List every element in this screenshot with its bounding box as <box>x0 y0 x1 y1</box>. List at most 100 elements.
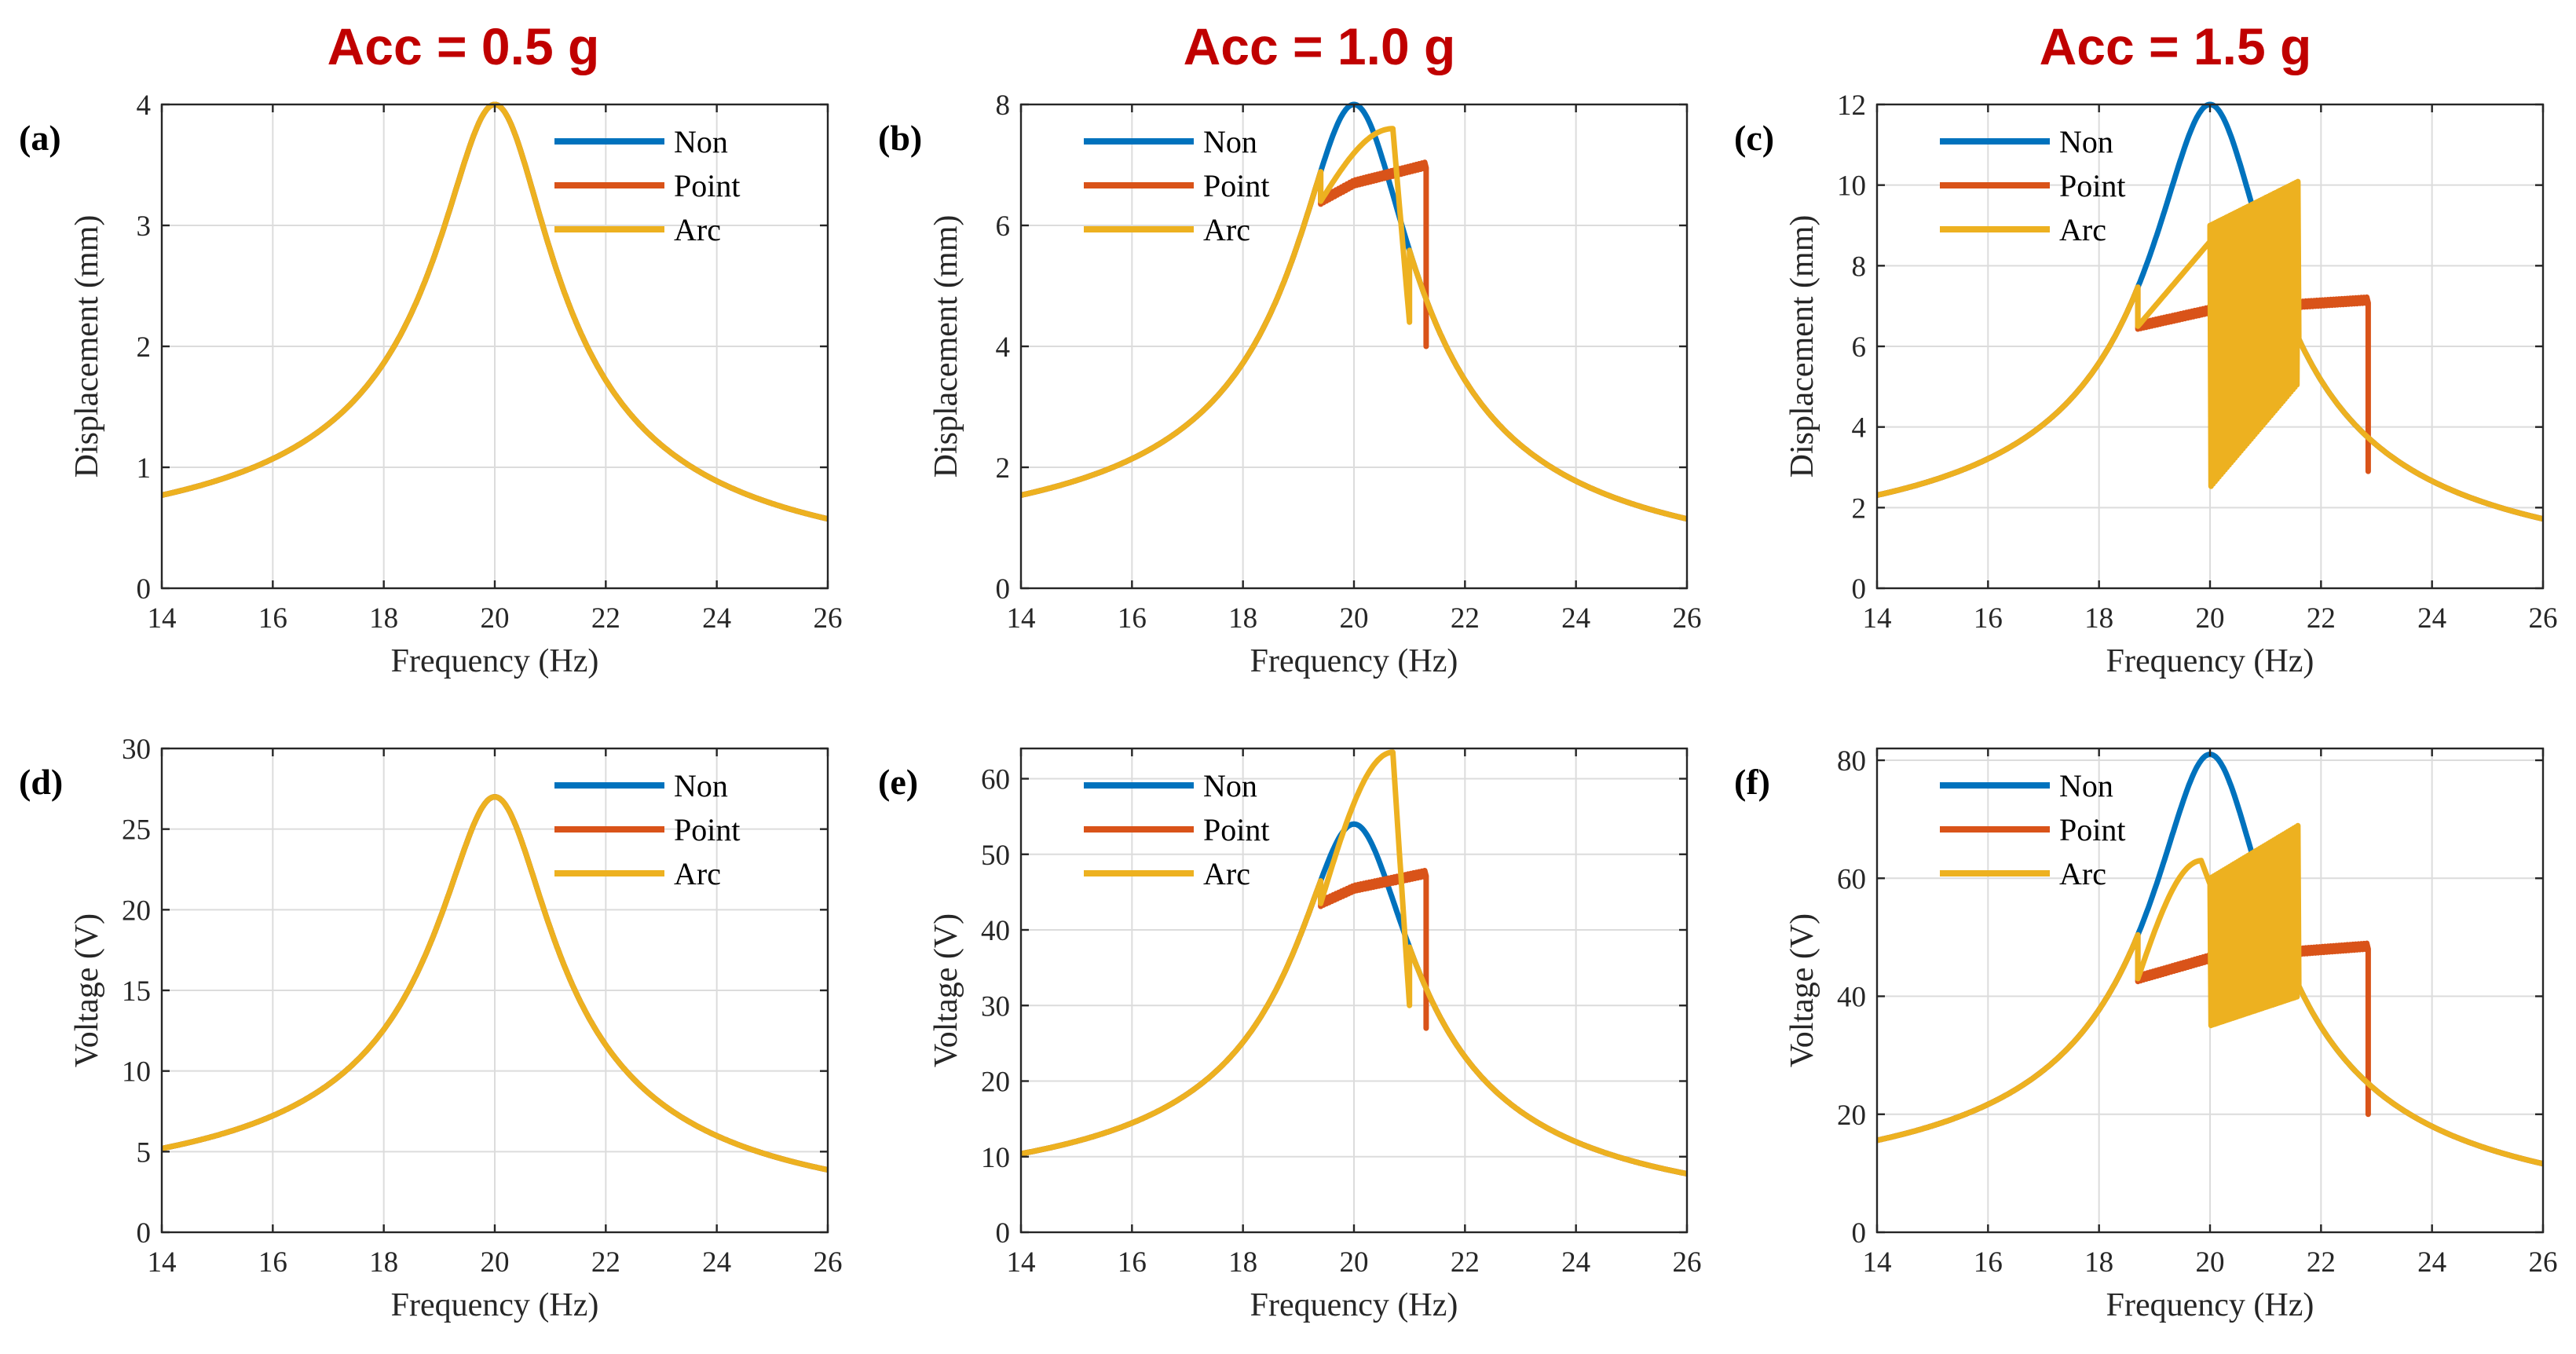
legend-entry-non: Non <box>674 768 728 803</box>
y-tick-label: 30 <box>122 734 151 766</box>
y-tick-label: 6 <box>1852 331 1867 364</box>
x-tick-label: 26 <box>1673 1246 1702 1279</box>
legend-entry-arc: Arc <box>2059 212 2106 247</box>
x-tick-label: 14 <box>148 1246 177 1279</box>
x-tick-label: 20 <box>2196 602 2225 635</box>
y-tick-label: 20 <box>122 895 151 927</box>
y-tick-label: 0 <box>996 573 1011 606</box>
y-tick-label: 0 <box>137 573 152 606</box>
y-tick-label: 25 <box>122 814 151 847</box>
legend-entry-non: Non <box>2059 768 2113 803</box>
y-tick-label: 8 <box>1852 251 1867 283</box>
y-tick-label: 40 <box>981 915 1010 947</box>
y-tick-label: 10 <box>981 1142 1010 1174</box>
y-tick-label: 20 <box>981 1067 1010 1099</box>
series-line-arc <box>1877 822 2543 1167</box>
panel-d: 14 16 18 20 22 24 26 0 5 10 15 20 25 30 Frequency (Hz)… <box>19 734 843 1323</box>
x-tick-label: 16 <box>1974 1246 2003 1279</box>
x-tick-label: 24 <box>1561 602 1590 635</box>
x-tick-label: 18 <box>2084 1246 2113 1279</box>
legend-entry-point: Point <box>674 168 740 203</box>
y-tick-label: 2 <box>137 331 152 364</box>
y-tick-label: 2 <box>1852 492 1867 525</box>
x-tick-label: 16 <box>1118 602 1147 635</box>
x-tick-label: 24 <box>2417 602 2446 635</box>
x-axis-label: Frequency (Hz) <box>1250 643 1458 679</box>
x-tick-label: 22 <box>591 602 620 635</box>
y-axis-label: Displacement (mm) <box>928 215 964 478</box>
x-tick-label: 14 <box>1863 1246 1892 1279</box>
y-tick-label: 50 <box>981 840 1010 872</box>
x-axis-label: Frequency (Hz) <box>391 1287 599 1323</box>
y-tick-label: 30 <box>981 990 1010 1023</box>
legend-entry-arc: Arc <box>674 212 721 247</box>
y-tick-label: 60 <box>981 764 1010 796</box>
y-tick-label: 10 <box>1837 170 1866 203</box>
y-tick-label: 20 <box>1837 1100 1866 1132</box>
x-tick-label: 16 <box>258 1246 287 1279</box>
legend-entry-non: Non <box>674 124 728 159</box>
series-line-arc <box>1877 178 2543 522</box>
legend: Non Point Arc <box>554 768 740 891</box>
panel-e: 14 16 18 20 22 24 26 0 10 20 30 40 50 60 Frequency (Hz… <box>878 747 1702 1323</box>
x-tick-label: 26 <box>1673 602 1702 635</box>
x-tick-label: 22 <box>1451 1246 1480 1279</box>
panel-a: 14 16 18 20 22 24 26 0 1 2 3 4 Frequency (Hz) Displac… <box>19 90 843 679</box>
y-tick-label: 4 <box>137 90 152 122</box>
y-tick-label: 1 <box>137 452 152 485</box>
x-tick-label: 20 <box>481 602 510 635</box>
x-tick-label: 16 <box>1118 1246 1147 1279</box>
y-tick-label: 40 <box>1837 982 1866 1014</box>
panel-f: 14 16 18 20 22 24 26 0 20 40 60 80 Frequency (Hz) Vol… <box>1734 745 2558 1323</box>
x-tick-label: 22 <box>591 1246 620 1279</box>
x-tick-label: 24 <box>2417 1246 2446 1279</box>
x-tick-label: 20 <box>2196 1246 2225 1279</box>
legend-entry-non: Non <box>1203 124 1257 159</box>
legend-entry-point: Point <box>674 812 740 847</box>
y-tick-label: 15 <box>122 975 151 1008</box>
x-axis-label: Frequency (Hz) <box>2106 1287 2314 1323</box>
x-tick-label: 14 <box>1007 1246 1036 1279</box>
x-axis-label: Frequency (Hz) <box>2106 643 2314 679</box>
legend-entry-non: Non <box>1203 768 1257 803</box>
x-tick-label: 16 <box>1974 602 2003 635</box>
legend-entry-arc: Arc <box>674 856 721 891</box>
x-tick-label: 18 <box>369 1246 398 1279</box>
x-tick-label: 26 <box>2529 1246 2558 1279</box>
y-axis-label: Displacement (mm) <box>1784 215 1820 478</box>
legend-entry-arc: Arc <box>2059 856 2106 891</box>
x-tick-label: 20 <box>481 1246 510 1279</box>
legend-entry-non: Non <box>2059 124 2113 159</box>
x-tick-label: 20 <box>1340 602 1369 635</box>
panel-label: (d) <box>19 762 63 802</box>
x-tick-label: 22 <box>2307 602 2336 635</box>
y-tick-label: 6 <box>996 210 1011 243</box>
panel-label: (a) <box>19 118 61 158</box>
x-tick-label: 22 <box>1451 602 1480 635</box>
y-tick-label: 4 <box>996 331 1011 364</box>
x-tick-label: 14 <box>1863 602 1892 635</box>
y-tick-label: 8 <box>996 90 1011 122</box>
y-tick-label: 0 <box>996 1217 1011 1250</box>
panel-label: (c) <box>1734 118 1774 158</box>
x-tick-label: 26 <box>814 1246 843 1279</box>
column-title-1: Acc = 0.5 g <box>327 17 600 75</box>
y-tick-label: 0 <box>1852 573 1867 606</box>
panel-label: (e) <box>878 762 918 802</box>
legend: Non Point Arc <box>1940 124 2125 247</box>
x-tick-label: 24 <box>702 1246 731 1279</box>
x-tick-label: 18 <box>2084 602 2113 635</box>
x-tick-label: 14 <box>148 602 177 635</box>
y-axis-label: Voltage (V) <box>69 913 105 1067</box>
y-tick-label: 80 <box>1837 745 1866 778</box>
x-tick-label: 18 <box>1228 1246 1257 1279</box>
x-axis-label: Frequency (Hz) <box>391 643 599 679</box>
x-tick-label: 18 <box>1228 602 1257 635</box>
legend: Non Point Arc <box>1084 768 1269 891</box>
x-tick-label: 26 <box>814 602 843 635</box>
y-axis-label: Voltage (V) <box>1784 913 1820 1067</box>
legend-entry-point: Point <box>1203 812 1269 847</box>
